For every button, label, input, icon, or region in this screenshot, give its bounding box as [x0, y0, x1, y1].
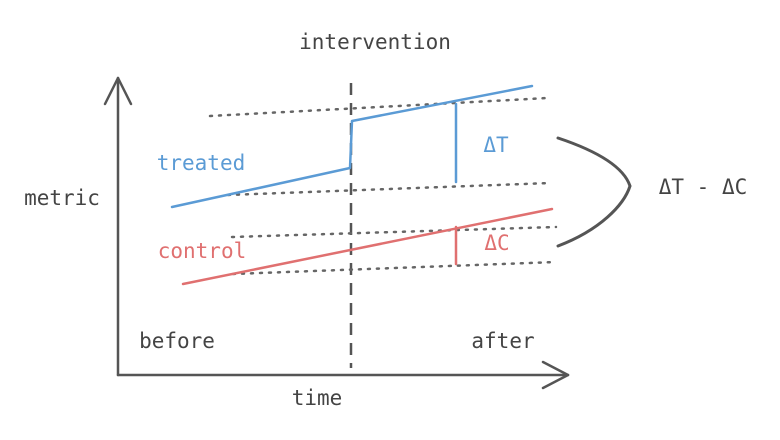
after-label: after	[471, 329, 534, 353]
y-axis-arrowhead	[103, 76, 133, 106]
time-label: time	[292, 386, 343, 410]
delta-c-label: ΔC	[484, 231, 509, 255]
x-axis-arrowhead	[541, 360, 570, 390]
treated-after-level-line	[208, 96, 550, 118]
treated-label: treated	[157, 151, 246, 175]
before-label: before	[139, 329, 215, 353]
control-series	[181, 207, 554, 286]
control-label: control	[158, 239, 247, 263]
difference-label: ΔT - ΔC	[659, 175, 748, 199]
metric-label: metric	[24, 186, 100, 210]
control-upper-line	[230, 225, 558, 239]
control-lower-line	[231, 260, 558, 276]
intervention-label: intervention	[299, 30, 451, 54]
reference-lines	[208, 96, 558, 276]
treated-counterfactual-line	[226, 181, 552, 197]
treated-line	[170, 84, 534, 209]
treated-series	[170, 84, 534, 209]
control-line	[181, 207, 554, 286]
difference-brace	[556, 136, 632, 248]
delta-t-label: ΔT	[483, 133, 509, 157]
axes	[103, 76, 570, 390]
